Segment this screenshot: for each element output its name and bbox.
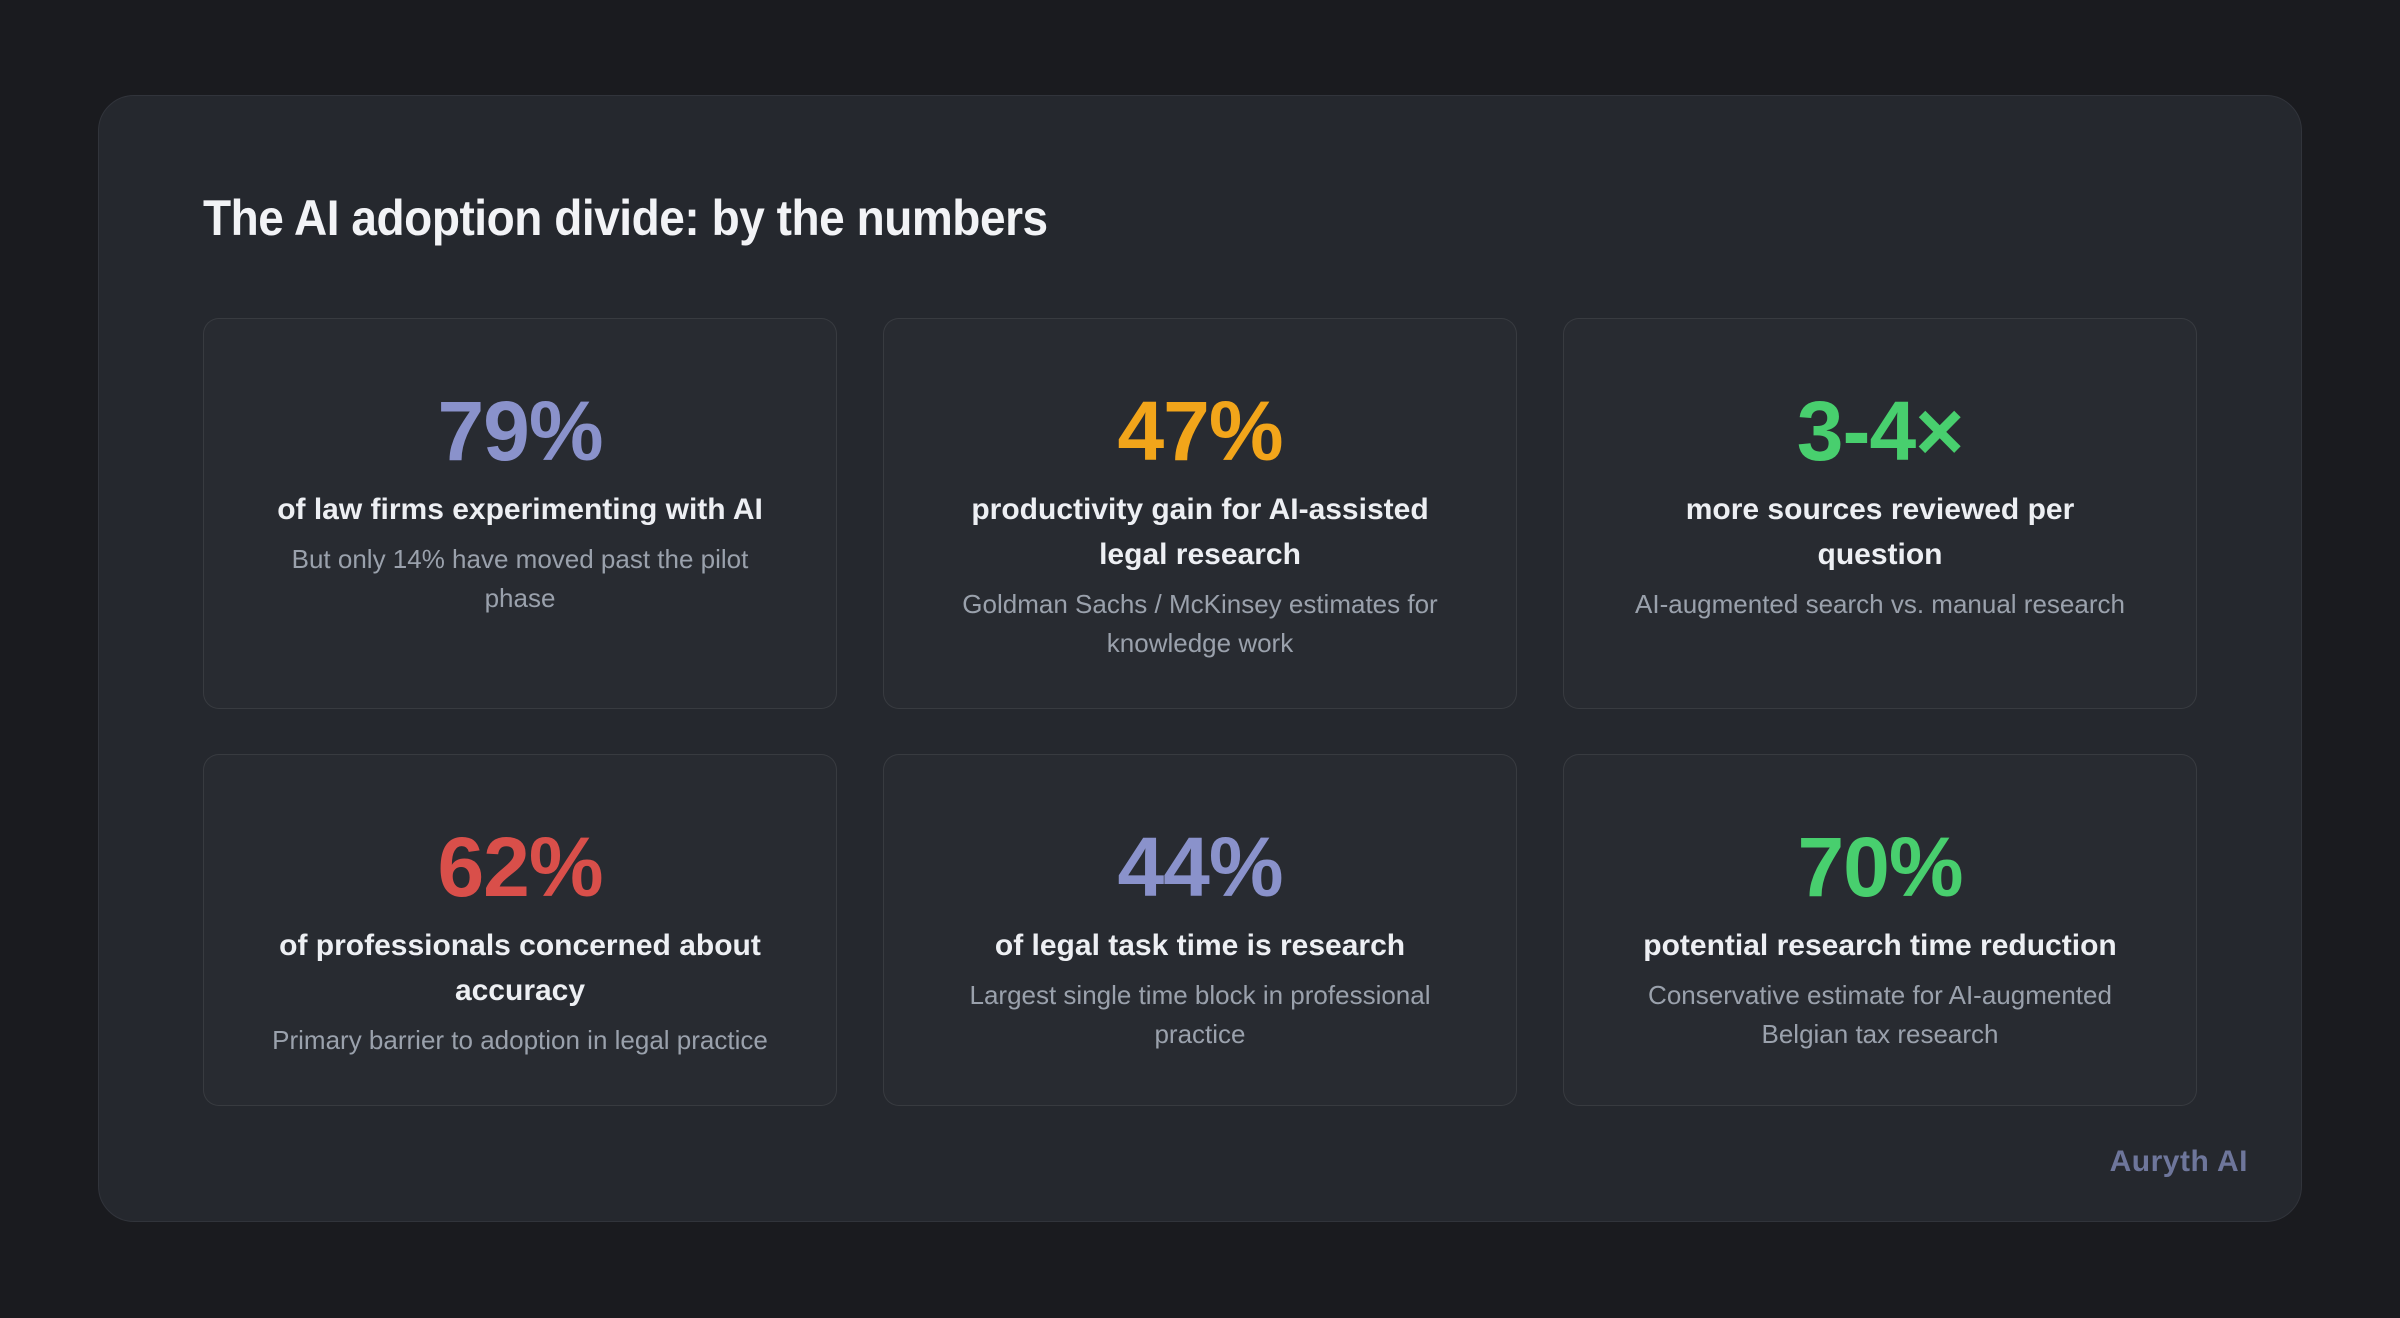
stat-card-task-time: 44% of legal task time is research Large… [883, 754, 1517, 1106]
stat-card-accuracy-concern: 62% of professionals concerned about acc… [203, 754, 837, 1106]
stat-note: Largest single time block in professiona… [969, 980, 1431, 1049]
stat-note: But only 14% have moved past the pilot p… [291, 544, 749, 613]
stat-card-productivity: 47% productivity gain for AI-assisted le… [883, 318, 1517, 709]
page-title: The AI adoption divide: by the numbers [203, 190, 1048, 246]
stat-label: productivity gain for AI-assisted legal … [971, 493, 1429, 571]
brand-watermark: Auryth AI [2109, 1145, 2248, 1178]
stat-card-sources: 3-4× more sources reviewed per question … [1563, 318, 2197, 709]
stat-note: Primary barrier to adoption in legal pra… [272, 1025, 768, 1055]
stat-card-law-firms: 79% of law firms experimenting with AI B… [203, 318, 837, 709]
stat-value: 3-4× [1796, 384, 1964, 478]
stat-value: 47% [1117, 384, 1283, 478]
stat-value: 44% [1117, 820, 1283, 914]
panel-content: The AI adoption divide: by the numbers 7… [99, 96, 2301, 1106]
stat-value: 62% [437, 820, 603, 914]
stat-note: Goldman Sachs / McKinsey estimates for k… [962, 589, 1438, 658]
stat-note: Conservative estimate for AI-augmented B… [1648, 980, 2112, 1049]
stat-label: of professionals concerned about accurac… [279, 929, 761, 1007]
stat-value: 70% [1797, 820, 1963, 914]
stat-label: of law firms experimenting with AI [277, 493, 763, 526]
slide-panel: The AI adoption divide: by the numbers 7… [98, 95, 2302, 1222]
stat-note: AI-augmented search vs. manual research [1635, 589, 2125, 619]
stat-label: more sources reviewed per question [1685, 493, 2075, 571]
stats-grid: 79% of law firms experimenting with AI B… [203, 318, 2197, 1106]
stat-label: potential research time reduction [1643, 929, 2117, 962]
stat-value: 79% [437, 384, 603, 478]
stat-card-time-reduction: 70% potential research time reduction Co… [1563, 754, 2197, 1106]
stat-label: of legal task time is research [994, 929, 1406, 962]
